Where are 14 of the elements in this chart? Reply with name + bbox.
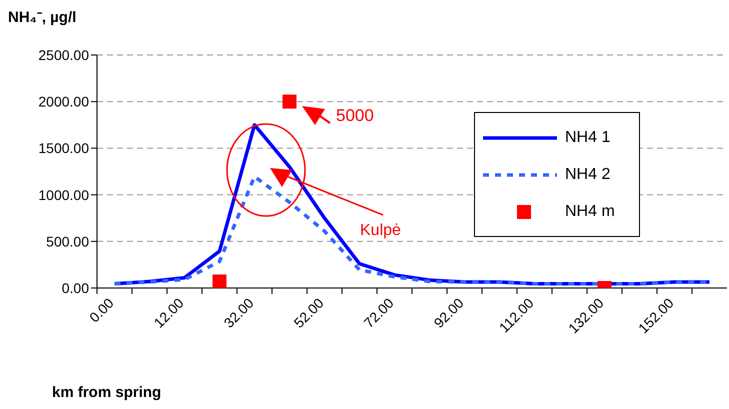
annotation: Kulpė xyxy=(360,222,401,240)
legend-label: NH4 2 xyxy=(565,166,610,184)
annotation: 5000 xyxy=(336,106,374,126)
y-tick-label: 1000.00 xyxy=(38,186,90,203)
y-tick-label: 2000.00 xyxy=(38,94,90,110)
y-tick-label: 500.00 xyxy=(46,233,90,250)
y-tick-label: 0.00 xyxy=(62,280,90,296)
y-tick-label: 2500.00 xyxy=(38,46,90,63)
x-tick-label: 0.00 xyxy=(86,294,117,326)
x-axis-title: km from spring xyxy=(52,384,162,401)
y-tick-label: 1500.00 xyxy=(38,140,90,156)
y-axis-title: NH₄⁻, µg/l xyxy=(8,9,76,26)
legend-label: NH4 m xyxy=(565,202,615,220)
legend-label: NH4 1 xyxy=(565,128,610,146)
